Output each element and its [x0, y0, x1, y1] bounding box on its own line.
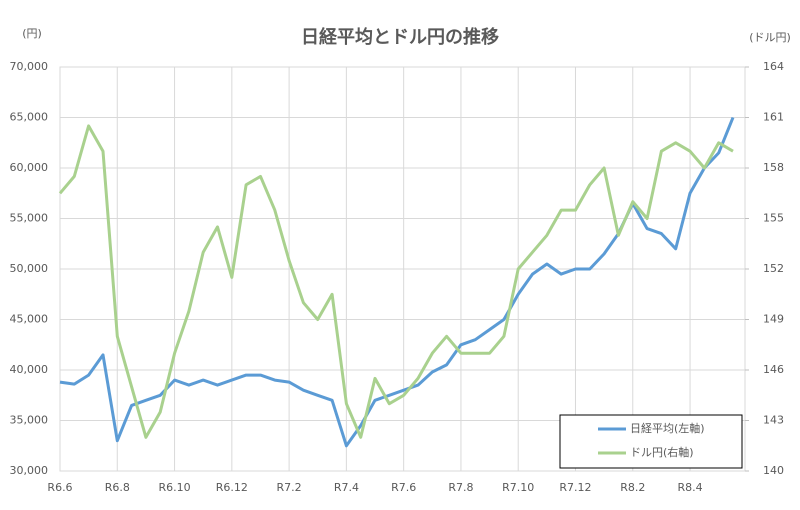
y2-axis-unit: (ドル円): [749, 31, 791, 44]
y-tick-label: 55,000: [10, 212, 49, 225]
x-tick-label: R8.4: [677, 481, 702, 494]
y-tick-label: 35,000: [10, 414, 49, 427]
x-tick-label: R6.6: [47, 481, 72, 494]
x-tick-label: R7.12: [559, 481, 591, 494]
y-axis-unit: (円): [22, 27, 42, 40]
y2-tick-label: 152: [763, 262, 784, 275]
y-tick-label: 50,000: [10, 262, 49, 275]
series-line: [59, 116, 735, 448]
y2-tick-label: 155: [763, 212, 784, 225]
y2-tick-label: 143: [763, 414, 784, 427]
y2-tick-label: 146: [763, 363, 784, 376]
y2-tick-label: 164: [763, 60, 784, 73]
y-tick-label: 40,000: [10, 363, 49, 376]
x-tick-label: R7.6: [391, 481, 416, 494]
y-tick-label: 65,000: [10, 111, 49, 124]
x-tick-label: R6.12: [216, 481, 248, 494]
x-tick-label: R7.10: [502, 481, 534, 494]
chart-title: 日経平均とドル円の推移: [301, 26, 499, 48]
y-tick-label: 70,000: [10, 60, 49, 73]
x-tick-label: R7.4: [334, 481, 359, 494]
y-tick-label: 45,000: [10, 313, 49, 326]
x-tick-label: R6.10: [158, 481, 190, 494]
x-tick-label: R8.2: [620, 481, 645, 494]
y-tick-label: 60,000: [10, 161, 49, 174]
x-tick-label: R6.8: [105, 481, 130, 494]
series-line: [58, 124, 734, 439]
legend-label: ドル円(右軸): [630, 445, 694, 459]
x-tick-label: R7.8: [448, 481, 473, 494]
x-tick-label: R7.2: [277, 481, 302, 494]
legend-label: 日経平均(左軸): [630, 421, 705, 435]
legend-box: [559, 414, 743, 469]
y2-tick-label: 149: [763, 313, 784, 326]
y2-tick-label: 140: [763, 464, 784, 477]
y2-tick-label: 161: [763, 111, 784, 124]
y-tick-label: 30,000: [10, 464, 49, 477]
y2-tick-label: 158: [763, 161, 784, 174]
